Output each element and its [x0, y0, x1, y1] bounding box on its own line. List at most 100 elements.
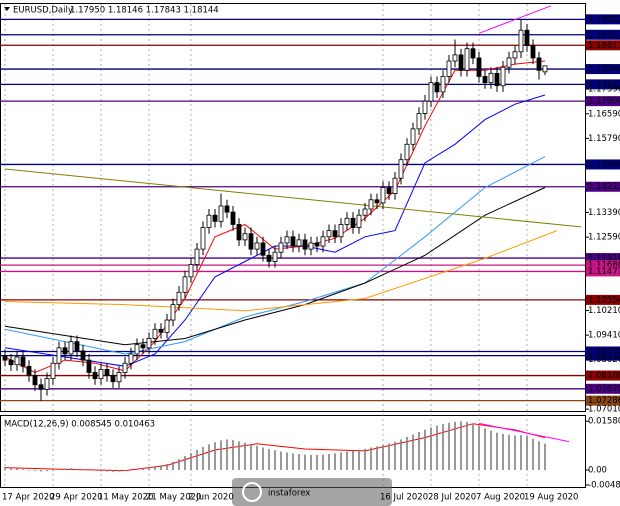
macd-bar [478, 425, 480, 471]
y-tick-label: 1.11910 [588, 254, 620, 264]
level-label-box [586, 29, 620, 40]
candle-body [110, 375, 116, 383]
candle-body [368, 199, 374, 210]
level-label-box [586, 14, 620, 25]
candle-body [38, 384, 44, 390]
macd-bar [184, 456, 186, 471]
candle-body [530, 45, 536, 59]
candle-body [188, 264, 194, 278]
candle-body [374, 199, 380, 204]
candle-body [230, 211, 236, 225]
candle-body [278, 242, 284, 253]
y-tick-label: 0.015801 [588, 417, 620, 427]
candle-body [158, 328, 164, 333]
macd-bar [484, 428, 486, 471]
candle-body [272, 251, 278, 262]
macd-bar [178, 459, 180, 471]
y-tick-label: 1.12590 [588, 233, 620, 243]
candle-body [218, 205, 224, 222]
macd-bar [124, 470, 126, 471]
candle-body [410, 128, 416, 145]
macd-bar [28, 470, 30, 471]
candle-body [104, 368, 110, 376]
macd-bar [364, 448, 366, 471]
candle-body [398, 159, 404, 179]
candle-body [62, 347, 68, 355]
candle-body [482, 76, 488, 84]
macd-bar [526, 436, 528, 471]
macd-bar [466, 421, 468, 471]
y-tick-label: 1.13390 [588, 208, 620, 218]
macd-bar [274, 450, 276, 471]
macd-bar [406, 436, 408, 471]
macd-bar [172, 461, 174, 471]
candle-body [422, 100, 428, 114]
y-tick-label: 1.19152 [588, 30, 620, 40]
y-tick-label: 1.17543 [588, 80, 620, 90]
macd-bar [64, 468, 66, 471]
macd-bar [442, 424, 444, 471]
macd-bar [22, 469, 24, 471]
y-tick-label: 1.08745 [588, 351, 620, 361]
candle-body [266, 254, 272, 262]
candle-body [470, 48, 476, 59]
y-tick-label: 1.07670 [588, 384, 620, 394]
candle-body [542, 65, 548, 73]
y-tick-label: 0.00 [588, 466, 607, 476]
macd-bar [280, 451, 282, 471]
candle-body [152, 328, 158, 339]
level-label-box [586, 96, 620, 107]
macd-bar [316, 454, 318, 471]
candle-body [248, 233, 254, 250]
macd-bar [226, 439, 228, 471]
macd-bar [286, 452, 288, 471]
candle-body [200, 227, 206, 250]
y-tick-label: 1.15790 [588, 134, 620, 144]
macd-bar [202, 446, 204, 471]
level-label-box [586, 294, 620, 305]
macd-bar [154, 466, 156, 471]
candle-body [74, 341, 80, 352]
y-tick-label: 1.08620 [588, 355, 620, 365]
macd-bar [220, 440, 222, 471]
candle-body [116, 372, 122, 383]
macd-bar [298, 453, 300, 471]
macd-bar [166, 463, 168, 471]
y-tick-label: 1.08100 [588, 371, 620, 381]
candle-body [446, 60, 452, 77]
macd-bar [514, 435, 516, 471]
macd-bar [358, 449, 360, 471]
candle-body [452, 54, 458, 62]
x-tick-label: 17 Apr 2020 [2, 493, 55, 503]
macd-bar [100, 470, 102, 472]
macd-bar [88, 470, 90, 471]
level-label-box [586, 370, 620, 381]
y-tick-label: -0.004847 [588, 480, 620, 490]
macd-bar [34, 470, 36, 471]
level-label-box [586, 383, 620, 394]
macd-bar [538, 441, 540, 471]
macd-bar [490, 430, 492, 471]
macd-bar [244, 442, 246, 471]
price-panel [0, 3, 586, 412]
candle-body [164, 319, 170, 333]
levels-layer [0, 18, 585, 402]
macd-bar [304, 454, 306, 471]
x-tick-label: 11 May 2020 [98, 493, 153, 503]
macd-bar [352, 450, 354, 471]
macd-bar [310, 454, 312, 471]
y-tick-label: 1.09410 [588, 331, 620, 341]
macd-bar [160, 465, 162, 471]
macd-bar [424, 429, 426, 471]
macd-bar [10, 467, 12, 471]
macd-bar [382, 445, 384, 471]
candle-body [356, 214, 362, 228]
y-tick-label: 1.07286 [588, 396, 620, 406]
macd-bar [532, 438, 534, 471]
over-layer: instaforex [232, 478, 392, 506]
candle-body [176, 291, 182, 306]
watermark-icon [242, 482, 262, 502]
candle-body [350, 217, 356, 228]
macd-bar [118, 470, 120, 472]
macd-bar [16, 468, 18, 471]
